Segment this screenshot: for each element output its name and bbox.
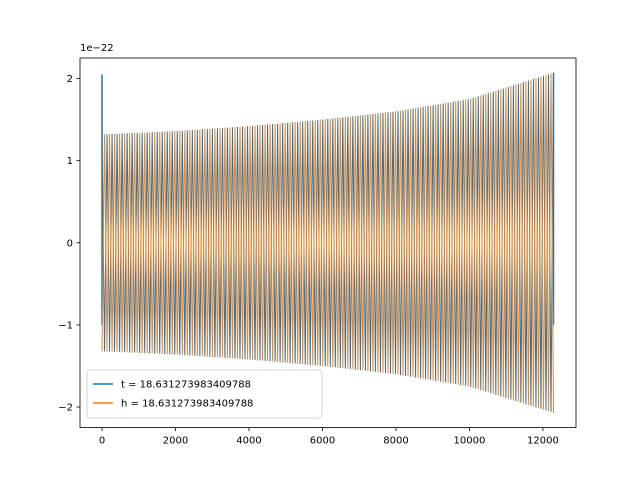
legend-box [86,369,323,419]
x-tick-label: 12000 [527,436,559,447]
legend-label: t = 18.631273983409788 [121,380,251,391]
x-tick-label: 4000 [236,436,261,447]
y-tick-label: 0 [67,238,73,249]
x-tick-label: 10000 [454,436,486,447]
y-tick-label: 2 [67,74,73,85]
x-tick-label: 8000 [383,436,408,447]
x-tick-label: 0 [99,436,105,447]
series-line-1 [101,72,555,413]
x-axis: 0 2000 4000 6000 8000 10000 12000 [99,427,559,447]
x-tick-label: 6000 [310,436,335,447]
y-offset-label: 1e−22 [80,43,114,54]
y-tick-label: 1 [67,156,73,167]
series-line-2 [101,73,555,413]
legend-label: h = 18.631273983409788 [121,399,253,410]
plot-area [101,72,555,413]
x-tick-label: 2000 [163,436,188,447]
y-tick-label: −1 [58,320,73,331]
y-axis: 2 1 0 −1 −2 [58,74,80,414]
legend: t = 18.631273983409788 h = 18.63127398340… [86,369,323,419]
y-tick-label: −2 [58,403,73,414]
